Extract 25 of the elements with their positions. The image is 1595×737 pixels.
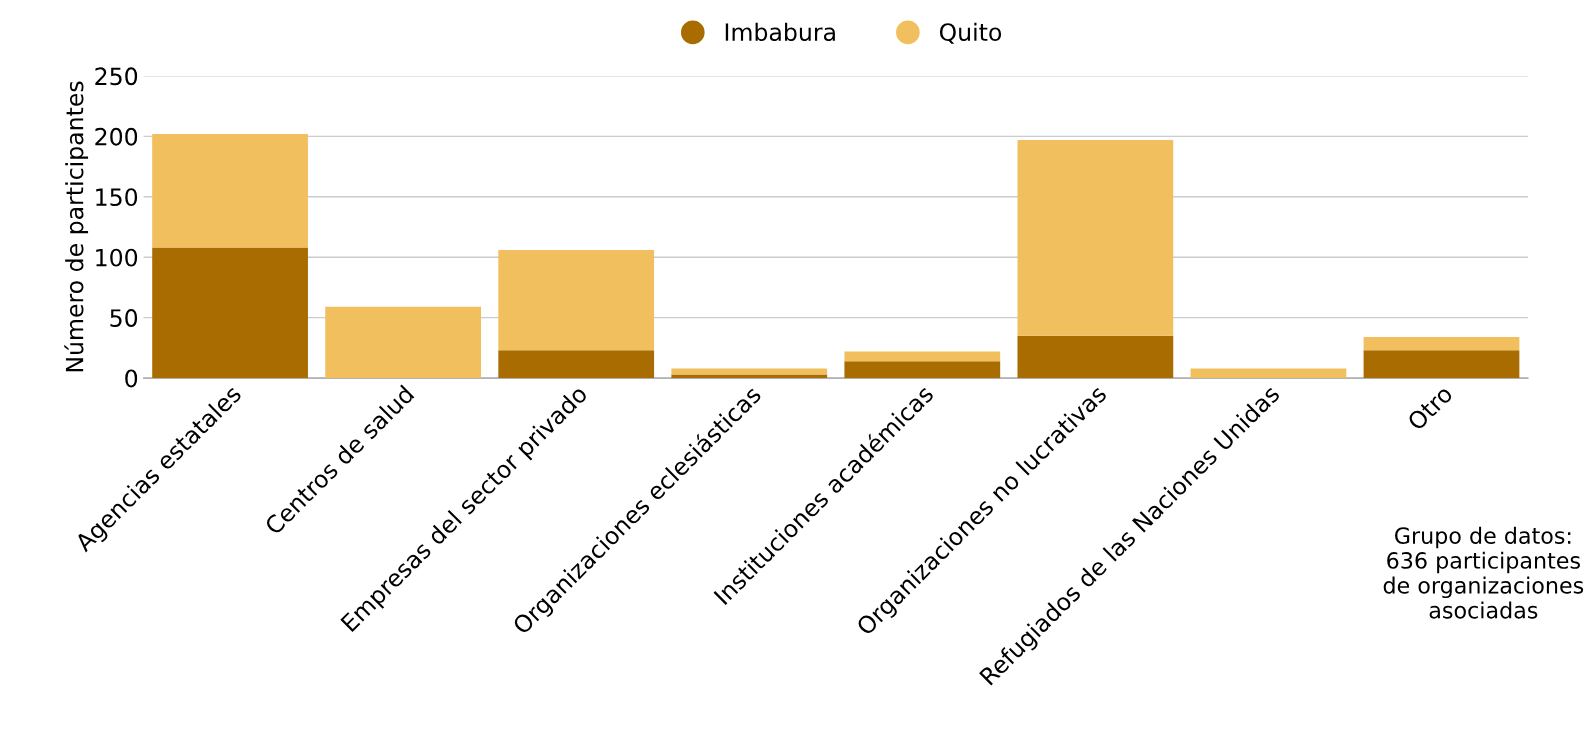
x-tick-label: Otro [1406, 384, 1454, 432]
bar [671, 374, 828, 379]
legend-label: Imbabura [725, 22, 835, 42]
bar [498, 350, 655, 379]
bar [1363, 336, 1520, 351]
text: Grupo de datos: 636 participantes de organizaciones asociadas [1383, 526, 1584, 619]
y-tick-label: 0 [125, 369, 138, 388]
y-tick-label: 100 [96, 248, 138, 267]
bar [1017, 335, 1174, 379]
bar [1190, 368, 1347, 379]
bar [325, 306, 482, 379]
bar [844, 361, 1001, 379]
bar [152, 247, 308, 379]
legend-label: Quito [939, 22, 1002, 44]
bar [498, 249, 655, 351]
bar [671, 368, 828, 375]
bar [1017, 139, 1174, 336]
y-tick-label: 50 [110, 309, 138, 327]
y-tick-label: 150 [96, 188, 138, 207]
bar [152, 133, 308, 248]
y-tick-label: 200 [95, 127, 138, 146]
y-tick-label: 250 [95, 67, 138, 86]
bar [844, 351, 1001, 362]
bar [1363, 350, 1520, 379]
y-axis-title: Número de participantes [64, 81, 89, 372]
